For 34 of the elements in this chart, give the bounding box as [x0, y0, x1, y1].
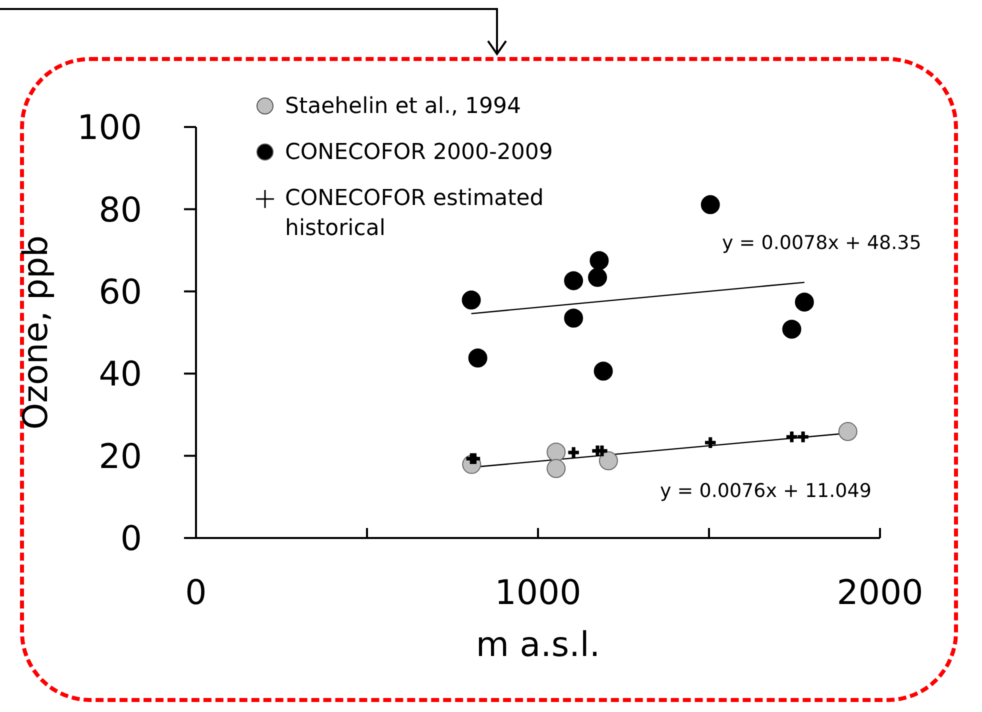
point [794, 292, 814, 312]
point [588, 268, 608, 287]
y-tick-label: 80 [98, 190, 142, 230]
y-tick-label: 60 [98, 272, 142, 312]
x-axis-title: m a.s.l. [476, 625, 600, 665]
point [594, 362, 613, 381]
annotation: y = 0.0078x + 48.35 [722, 232, 922, 254]
point [590, 251, 609, 270]
y-tick-label: 100 [77, 108, 142, 148]
x-tick-label: 1000 [494, 573, 582, 614]
legend-label: Staehelin et al., 1994 [285, 93, 522, 121]
point [568, 447, 579, 458]
point [782, 320, 802, 339]
point [700, 195, 720, 214]
x-tick-label: 2000 [836, 573, 924, 614]
point [838, 422, 858, 442]
legend-label: CONECOFOR 2000-2009 [285, 139, 554, 167]
y-tick-label: 20 [98, 436, 142, 477]
legend-label: CONECOFOR estimated historical [285, 185, 545, 243]
point [598, 451, 618, 470]
x-tick-label: 0 [185, 573, 207, 614]
y-axis-title: Ozone, ppb [16, 235, 56, 430]
point [546, 459, 566, 478]
annotation: y = 0.0076x + 11.049 [660, 480, 872, 502]
point [786, 432, 798, 442]
point [705, 437, 716, 448]
point [564, 271, 584, 290]
y-tick-label: 0 [120, 519, 142, 560]
point [546, 442, 566, 462]
point [468, 348, 488, 368]
point [564, 308, 584, 328]
point [798, 432, 808, 442]
point [462, 290, 481, 310]
y-tick-label: 40 [98, 354, 142, 395]
